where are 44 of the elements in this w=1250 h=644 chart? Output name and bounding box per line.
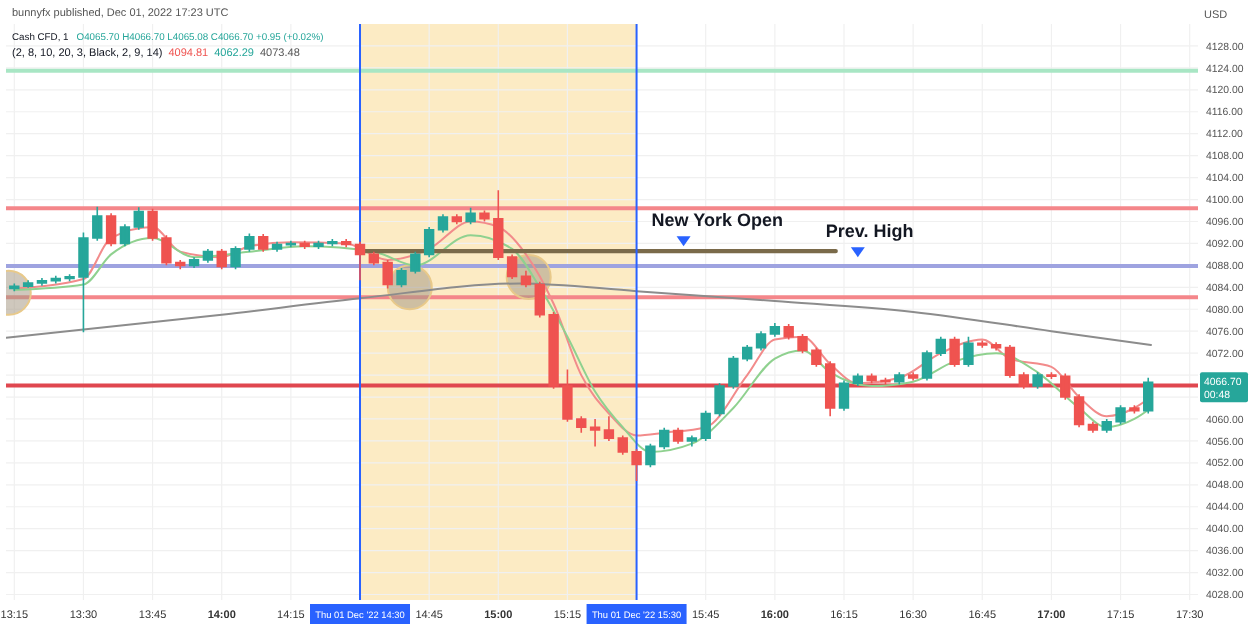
candlestick — [340, 238, 352, 249]
candlestick — [119, 223, 131, 247]
candlestick — [105, 212, 117, 247]
candlestick — [1143, 377, 1154, 415]
candlestick — [451, 213, 462, 226]
candlestick — [1073, 393, 1085, 428]
candlestick — [271, 240, 283, 253]
candlestick — [520, 270, 532, 289]
candlestick — [1018, 371, 1029, 390]
candlestick — [202, 248, 214, 264]
candlestick — [769, 322, 781, 338]
candlestick — [589, 418, 601, 448]
candlestick — [354, 240, 366, 281]
candlestick — [9, 282, 20, 292]
candlestick — [672, 426, 684, 445]
candlestick — [506, 253, 518, 280]
candlestick — [1004, 344, 1016, 379]
candlestick — [755, 330, 767, 352]
annotation: Prev. High — [825, 221, 914, 242]
candlestick — [188, 256, 200, 269]
candlestick — [963, 335, 974, 368]
candlestick — [1032, 371, 1043, 390]
candlestick — [977, 339, 988, 349]
candlestick — [894, 371, 905, 386]
candlestick — [921, 349, 933, 382]
candlestick — [465, 206, 476, 226]
candlestick — [258, 233, 269, 253]
candlestick — [36, 277, 48, 287]
annotation: New York Open — [651, 210, 783, 231]
candlestick — [1087, 420, 1099, 434]
candlestick — [907, 371, 919, 382]
candlestick — [838, 379, 850, 412]
candlestick — [216, 248, 227, 271]
candlestick — [949, 335, 960, 368]
candlestick — [852, 372, 864, 387]
candlestick — [1129, 404, 1140, 415]
candlestick — [990, 341, 1002, 352]
candlestick — [22, 279, 34, 289]
candlestick — [686, 434, 698, 448]
candlestick — [133, 206, 144, 231]
candlestick — [437, 213, 449, 234]
candlestick — [299, 239, 310, 250]
candlestick — [935, 335, 946, 357]
candlestick — [603, 415, 615, 442]
